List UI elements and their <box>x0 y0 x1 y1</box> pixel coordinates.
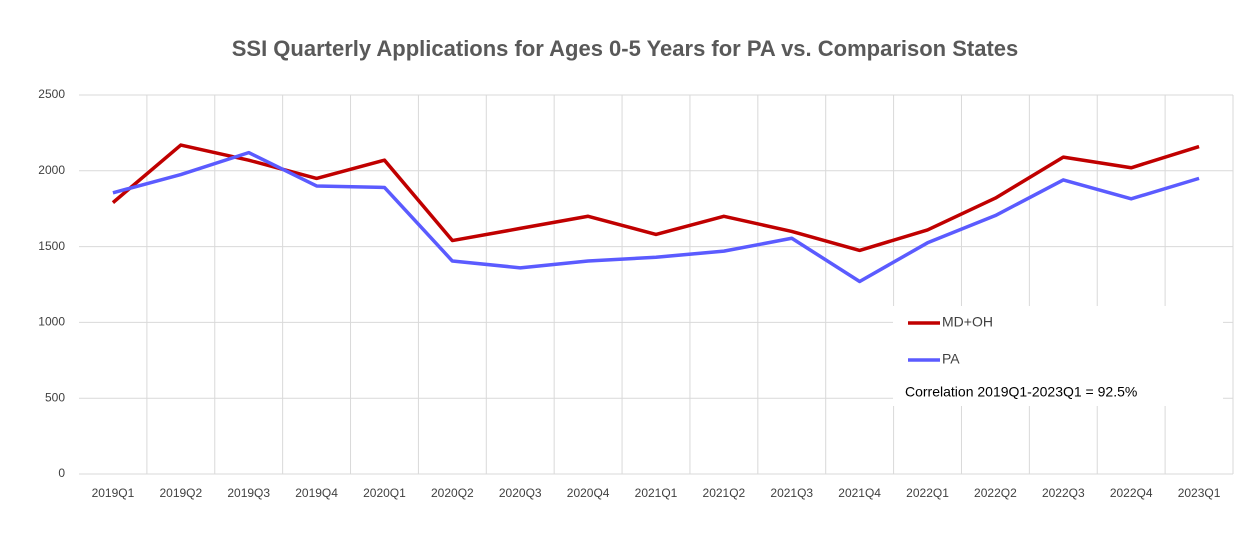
x-tick-label: 2022Q3 <box>1042 486 1085 500</box>
x-tick-label: 2020Q2 <box>431 486 474 500</box>
x-tick-label: 2019Q3 <box>227 486 270 500</box>
series-line <box>111 143 1200 253</box>
x-tick-label: 2022Q2 <box>974 486 1017 500</box>
chart-title: SSI Quarterly Applications for Ages 0-5 … <box>232 36 1019 61</box>
y-tick-label: 1000 <box>38 315 65 329</box>
series-line <box>112 150 1200 284</box>
legend-label: PA <box>942 351 960 367</box>
legend-label: MD+OH <box>942 314 993 330</box>
x-tick-label: 2021Q1 <box>635 486 678 500</box>
x-tick-label: 2019Q4 <box>295 486 338 500</box>
x-tick-label: 2020Q4 <box>567 486 610 500</box>
x-tick-label: 2021Q2 <box>703 486 746 500</box>
x-tick-label: 2020Q3 <box>499 486 542 500</box>
y-tick-label: 500 <box>45 390 65 404</box>
x-tick-label: 2021Q3 <box>770 486 813 500</box>
y-tick-label: 0 <box>58 466 65 480</box>
y-tick-label: 1500 <box>38 239 65 253</box>
x-tick-label: 2022Q1 <box>906 486 949 500</box>
x-tick-label: 2020Q1 <box>363 486 406 500</box>
x-tick-label: 2022Q4 <box>1110 486 1153 500</box>
x-tick-label: 2019Q1 <box>92 486 135 500</box>
annotation: Correlation 2019Q1-2023Q1 = 92.5% <box>905 384 1137 400</box>
x-tick-label: 2019Q2 <box>159 486 202 500</box>
x-tick-label: 2021Q4 <box>838 486 881 500</box>
x-tick-label: 2023Q1 <box>1178 486 1221 500</box>
y-tick-label: 2500 <box>38 87 65 101</box>
legend-background <box>893 306 1223 406</box>
y-tick-label: 2000 <box>38 163 65 177</box>
